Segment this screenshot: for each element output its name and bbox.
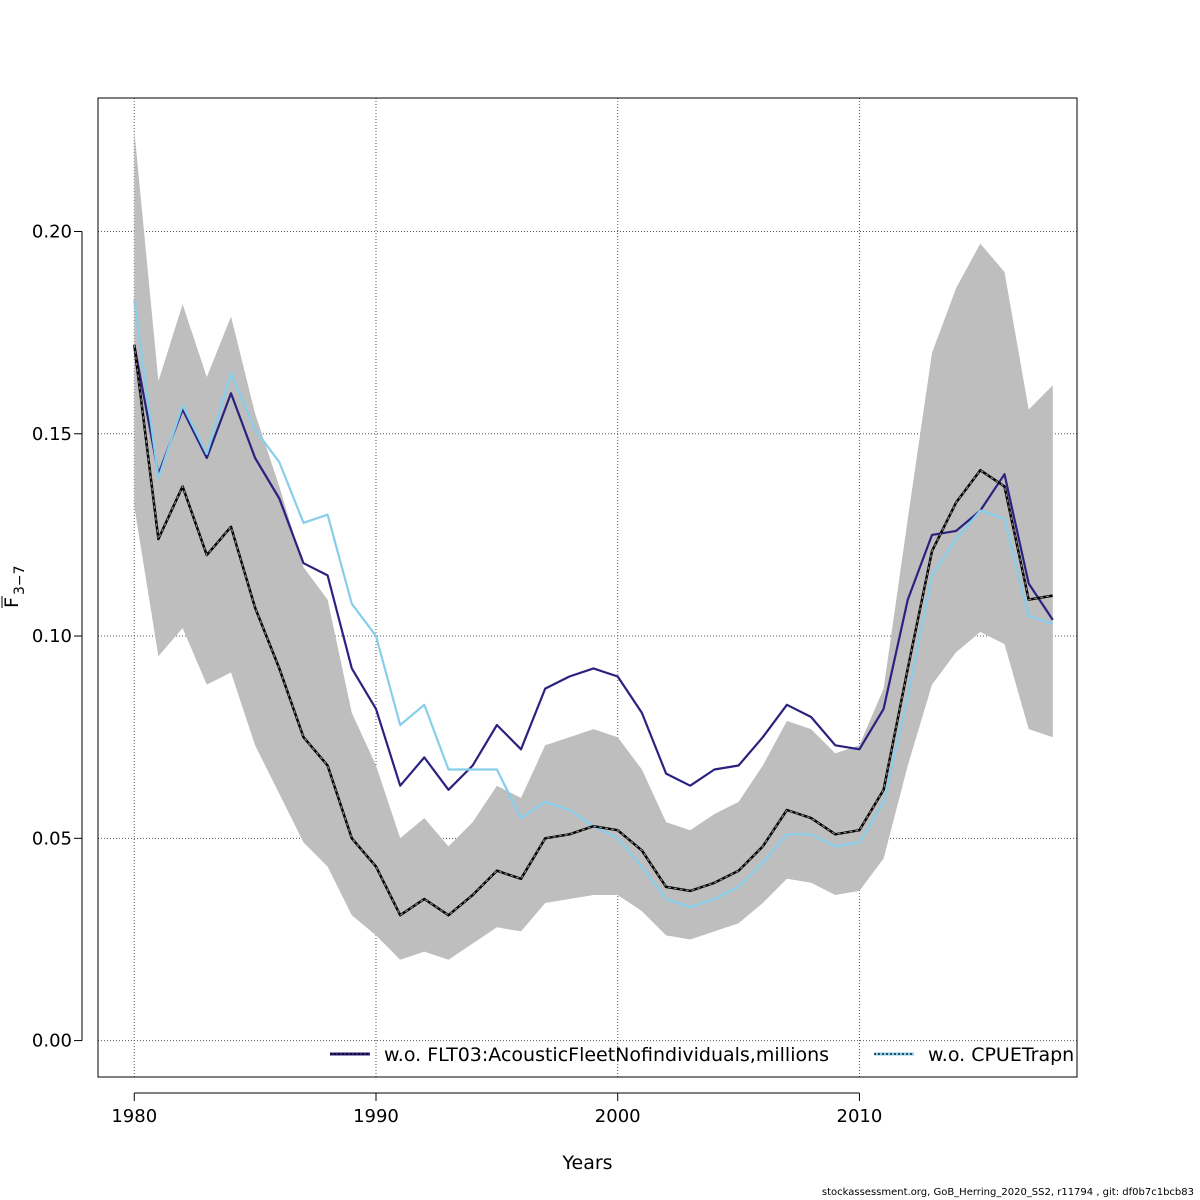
y-axis-title-subscript: 3−7 [12, 565, 28, 595]
x-axis-title: Years [561, 1152, 612, 1174]
series-line-flt03 [133, 344, 1054, 791]
legend: w.o. FLT03:AcousticFleetNofindividuals,m… [330, 1044, 1074, 1066]
confidence-band [134, 130, 1053, 960]
y-tick-label: 0.10 [32, 626, 72, 647]
plot-frame [97, 97, 1078, 1078]
y-tick-label: 0.15 [32, 424, 72, 445]
y-axis: 0.00 0.05 0.10 0.15 0.20 [32, 222, 83, 1052]
x-tick-label: 2000 [595, 1106, 641, 1127]
x-tick-label: 1990 [353, 1106, 399, 1127]
legend-label-cpue: w.o. CPUETrapn [928, 1044, 1074, 1066]
x-tick-label: 2010 [837, 1106, 883, 1127]
series-line-base [133, 344, 1053, 917]
x-axis: 1980 1990 2000 2010 [111, 1092, 883, 1127]
y-tick-label: 0.00 [32, 1031, 72, 1052]
legend-label-flt03: w.o. FLT03:AcousticFleetNofindividuals,m… [384, 1044, 829, 1066]
series-lines [133, 300, 1054, 917]
y-axis-title: F 3−7 [1, 565, 28, 608]
x-tick-label: 1980 [111, 1106, 157, 1127]
y-axis-title-main: F [1, 597, 23, 608]
y-tick-label: 0.05 [32, 828, 72, 849]
y-tick-label: 0.20 [32, 222, 72, 243]
footer-credit: stockassessment.org, GoB_Herring_2020_SS… [821, 1187, 1194, 1198]
